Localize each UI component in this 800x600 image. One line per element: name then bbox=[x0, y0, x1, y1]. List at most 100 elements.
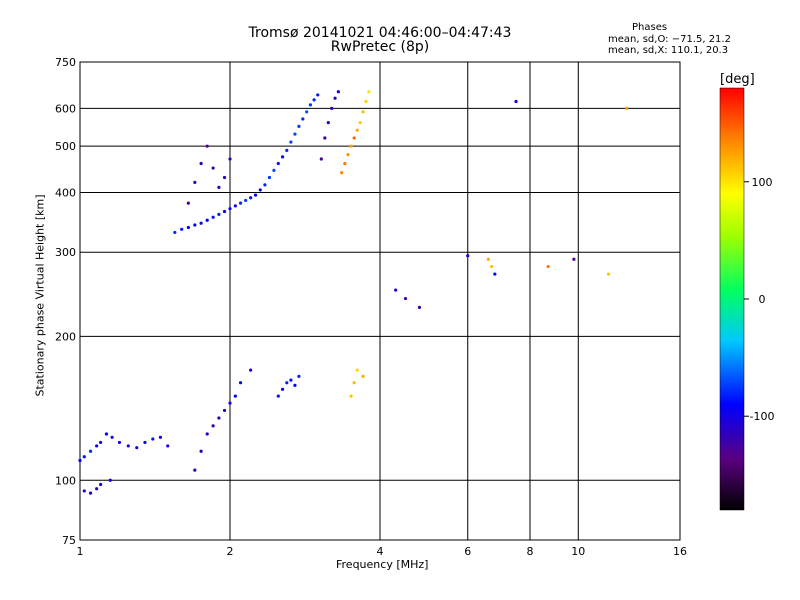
x-tick-label: 2 bbox=[227, 545, 234, 558]
echo-point bbox=[297, 374, 301, 378]
y-tick-label: 500 bbox=[55, 140, 76, 153]
echo-point bbox=[361, 374, 365, 378]
echo-point bbox=[352, 136, 356, 140]
echo-point bbox=[606, 272, 611, 276]
echo-point bbox=[244, 198, 248, 203]
echo-point bbox=[312, 98, 316, 102]
echo-point bbox=[233, 204, 237, 208]
echo-point bbox=[217, 185, 221, 189]
echo-point bbox=[349, 394, 353, 398]
echo-point bbox=[249, 368, 253, 372]
echo-point bbox=[394, 288, 398, 292]
echo-point bbox=[417, 305, 422, 309]
x-tick-label: 4 bbox=[377, 545, 384, 558]
echo-point bbox=[346, 153, 350, 157]
echo-point bbox=[135, 446, 139, 450]
colorbar-tick-label: -100 bbox=[750, 410, 775, 423]
echo-point bbox=[349, 144, 353, 148]
echo-point bbox=[305, 110, 309, 114]
echo-point bbox=[88, 449, 93, 453]
echo-point bbox=[211, 215, 215, 219]
echo-point bbox=[117, 440, 122, 445]
echo-point bbox=[217, 212, 221, 216]
echo-point bbox=[323, 136, 327, 140]
echo-point bbox=[222, 175, 227, 180]
echo-point bbox=[297, 124, 301, 128]
echo-point bbox=[493, 272, 497, 276]
echo-point bbox=[285, 381, 289, 385]
echo-point bbox=[466, 254, 470, 258]
echo-point bbox=[333, 96, 337, 100]
echo-point bbox=[193, 180, 197, 184]
echo-point bbox=[88, 491, 93, 495]
y-tick-label: 100 bbox=[55, 474, 76, 487]
echo-point bbox=[193, 223, 197, 227]
echo-point bbox=[280, 155, 285, 159]
echo-point bbox=[289, 140, 293, 144]
echo-point bbox=[355, 128, 359, 132]
echo-point bbox=[199, 161, 203, 166]
echo-point bbox=[276, 394, 280, 398]
echo-point bbox=[199, 449, 203, 453]
echo-point bbox=[222, 408, 227, 413]
colorbar-tick-label: 100 bbox=[752, 176, 773, 189]
echo-point bbox=[280, 387, 285, 391]
phase-stats-x: mean, sd,X: 110.1, 20.3 bbox=[608, 45, 729, 56]
x-tick-label: 1 bbox=[77, 545, 84, 558]
echo-point bbox=[285, 148, 289, 152]
chart-title: Tromsø 20141021 04:46:00–04:47:43 bbox=[248, 25, 512, 41]
echo-point bbox=[308, 103, 313, 107]
echo-point bbox=[358, 121, 362, 125]
echo-point bbox=[352, 381, 356, 385]
echo-point bbox=[293, 132, 297, 136]
echo-point bbox=[267, 175, 272, 180]
x-tick-label: 8 bbox=[527, 545, 534, 558]
x-tick-label: 6 bbox=[464, 545, 471, 558]
echo-point bbox=[340, 171, 344, 175]
echo-point bbox=[143, 440, 147, 445]
y-tick-label: 200 bbox=[55, 330, 76, 343]
echo-point bbox=[316, 93, 320, 97]
echo-point bbox=[151, 437, 155, 441]
echo-point bbox=[166, 444, 170, 448]
echo-point bbox=[490, 264, 494, 269]
echo-point bbox=[319, 157, 323, 161]
echo-point bbox=[104, 432, 109, 436]
x-tick-label: 10 bbox=[571, 545, 585, 558]
echo-point bbox=[263, 183, 267, 187]
echo-point bbox=[301, 117, 305, 121]
echo-point bbox=[326, 121, 330, 125]
y-tick-label: 600 bbox=[55, 102, 76, 115]
echo-point bbox=[126, 444, 130, 448]
echo-point bbox=[95, 444, 99, 448]
echo-point bbox=[158, 435, 163, 439]
colorbar bbox=[719, 87, 745, 511]
echo-point bbox=[82, 489, 86, 493]
echo-point bbox=[205, 432, 209, 436]
echo-point bbox=[238, 381, 243, 385]
x-tick-label: 16 bbox=[673, 545, 687, 558]
echo-point bbox=[233, 394, 237, 398]
echo-point bbox=[82, 455, 86, 459]
echo-point bbox=[403, 296, 408, 301]
echo-point bbox=[624, 106, 629, 110]
echo-point bbox=[186, 225, 190, 230]
echo-point bbox=[228, 207, 232, 211]
colorbar-tick-label: 0 bbox=[759, 293, 766, 306]
echo-point bbox=[355, 368, 359, 372]
echo-point bbox=[289, 378, 293, 382]
echo-point bbox=[211, 166, 215, 170]
echo-point bbox=[249, 196, 253, 200]
echo-point bbox=[546, 264, 550, 269]
echo-point bbox=[364, 99, 368, 104]
echo-point bbox=[276, 161, 280, 166]
echo-point bbox=[361, 110, 365, 114]
echo-point bbox=[173, 230, 177, 235]
x-axis-label: Frequency [MHz] bbox=[336, 558, 429, 571]
echo-point bbox=[99, 482, 103, 487]
echo-point bbox=[193, 468, 197, 472]
echo-point bbox=[293, 383, 297, 387]
echo-point bbox=[205, 144, 209, 148]
